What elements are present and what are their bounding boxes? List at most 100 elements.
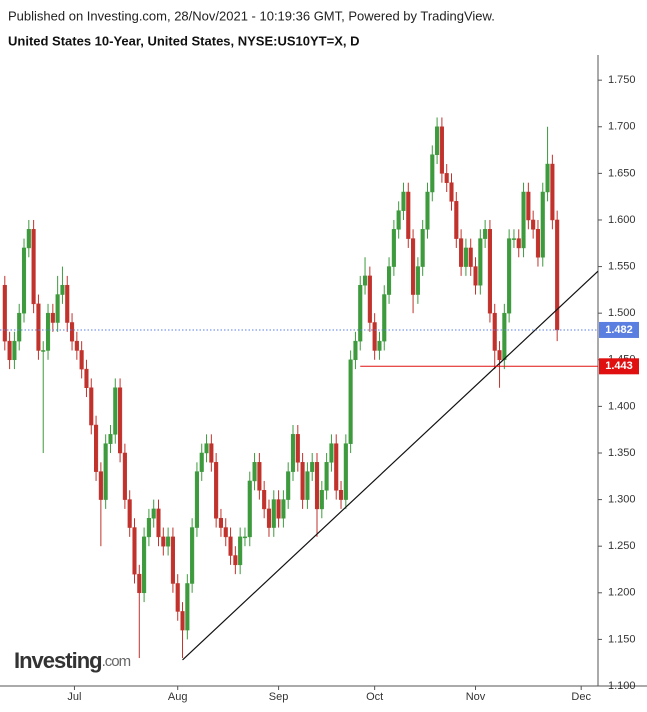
candle-body [343,443,348,500]
candle-body [84,368,89,388]
y-tick-label: 1.150 [608,633,636,645]
candle-body [444,173,449,183]
candle-body [286,471,291,500]
x-tick-label: Aug [168,691,188,703]
candle-body [439,126,444,174]
candle-body [137,573,142,594]
candle-body [415,266,420,295]
candle-body [425,191,430,230]
y-tick-label: 1.200 [608,587,636,599]
candle-body [281,499,286,519]
candle-body [507,238,512,314]
candle-body [310,462,315,472]
candle-body [180,611,185,631]
candle-body [45,312,51,351]
support-label-box [599,358,639,375]
candle-body [233,555,238,566]
candle-body [170,536,175,584]
candle-body [420,229,425,267]
candle-body [449,182,454,202]
y-tick-label: 1.750 [608,74,636,86]
candle-body [60,284,65,295]
candle-body [118,387,123,454]
candle-body [103,443,108,500]
candle-body [391,229,396,267]
candle-body [362,275,368,286]
candle-body [238,536,243,566]
y-tick-label: 1.650 [608,167,636,179]
candle-body [257,462,262,491]
candle-body [314,462,320,510]
candle-body [127,499,132,528]
y-tick-label: 1.600 [608,214,636,226]
candle-body [98,471,103,500]
candle-body [271,499,276,528]
logo-word: Investing [14,648,102,673]
candle-body [540,191,545,258]
candle-body [372,322,377,351]
candle-body [262,490,267,510]
y-tick-label: 1.500 [608,307,636,319]
candle-body [348,359,353,444]
candle-body [65,284,70,323]
candle-body [468,247,473,267]
y-tick-label: 1.700 [608,121,636,133]
candle-body [290,434,296,472]
candle-body [545,163,550,193]
candle-body [50,312,55,323]
candle-body [430,154,435,193]
candle-body [156,508,161,538]
candle-body [89,387,94,426]
candle-body [209,443,214,463]
candle-body [247,480,252,538]
candle-body [319,490,324,510]
candle-body [228,536,233,556]
candle-body [26,229,31,249]
candle-body [492,312,497,351]
x-tick-label: Sep [269,691,289,703]
x-tick-label: Nov [466,691,486,703]
candle-body [185,583,190,631]
candle-body [511,238,516,240]
chart-title: United States 10-Year, United States, NY… [8,33,359,48]
candle-body [295,434,300,463]
y-tick-label: 1.100 [608,680,636,692]
candle-body [353,340,358,361]
candle-body [242,536,248,539]
candle-body [218,517,223,528]
y-tick-label: 1.350 [608,447,636,459]
candle-body [411,238,416,295]
candle-body [94,424,99,472]
support-label: 1.443 [605,360,633,372]
candle-body [516,238,521,249]
candle-body [531,219,536,230]
candle-body [463,247,468,267]
candle-body [555,219,560,331]
candle-body [535,229,541,258]
candle-body [166,536,171,547]
x-tick-label: Jul [67,691,81,703]
y-tick-label: 1.550 [608,260,636,272]
candle-body [175,583,180,612]
candle-body [497,350,502,361]
candle-body [113,387,118,435]
candle-body [7,340,12,361]
candle-body [69,322,75,342]
y-tick-label: 1.300 [608,493,636,505]
candle-body [324,462,329,491]
logo-suffix: .com [102,653,131,670]
candle-body [305,471,310,500]
last-price-box [599,321,639,338]
candle-body [204,443,209,454]
candle-body [194,471,199,528]
candle-body [276,499,281,519]
candle-body [526,191,531,221]
candle-body [132,527,137,575]
candle-body [161,536,166,547]
candle-body [214,462,219,519]
candle-body [329,443,334,463]
candle-body [190,527,195,584]
candle-body [401,191,406,211]
candle-body [223,527,228,538]
